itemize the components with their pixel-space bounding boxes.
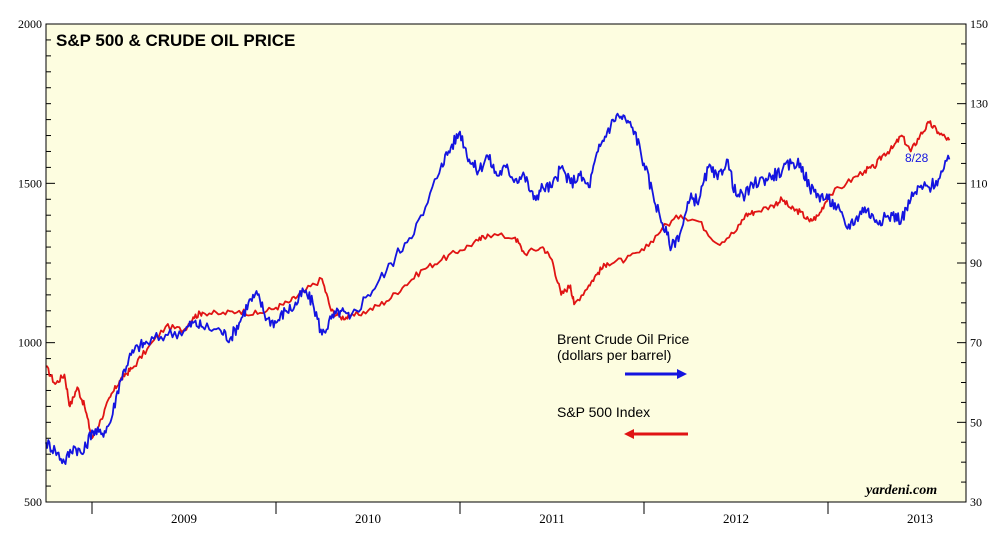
x-axis-year-label: 2011 <box>539 511 565 526</box>
brent-series-line <box>45 112 951 466</box>
credit-yardeni: yardeni.com <box>864 483 937 498</box>
left-axis-tick-label: 1500 <box>18 176 42 190</box>
annotation-8-28: 8/28 <box>905 151 929 165</box>
legend-brent-label: Brent Crude Oil Price <box>557 331 689 347</box>
axis-labels: 500 1000 1500 2000 30 50 70 90 110 130 150 2009 2010… <box>18 17 988 526</box>
x-axis-year-label: 2013 <box>907 511 933 526</box>
plot-frame <box>45 23 967 503</box>
right-axis-tick-label: 90 <box>970 256 982 270</box>
right-axis-tick-label: 30 <box>970 495 982 509</box>
axis-ticks <box>46 23 966 514</box>
left-axis-tick-label: 2000 <box>18 17 42 31</box>
x-axis-year-label: 2012 <box>723 511 749 526</box>
legend-sp500-arrow-icon <box>624 429 688 439</box>
x-axis-year-label: 2010 <box>355 511 381 526</box>
legend-brent-arrow-icon <box>625 369 687 379</box>
legend-sp500-label: S&P 500 Index <box>557 404 650 420</box>
chart-title: S&P 500 & CRUDE OIL PRICE <box>56 31 295 50</box>
plot-background <box>46 24 966 502</box>
left-axis-tick-label: 500 <box>24 495 42 509</box>
right-axis-tick-label: 50 <box>970 415 982 429</box>
right-axis-tick-label: 110 <box>970 176 988 190</box>
sp500-series-line <box>45 120 951 440</box>
x-axis-year-label: 2009 <box>171 511 197 526</box>
legend-brent-sublabel: (dollars per barrel) <box>557 347 671 363</box>
right-axis-tick-label: 150 <box>970 17 988 31</box>
right-axis-tick-label: 130 <box>970 97 988 111</box>
left-axis-tick-label: 1000 <box>18 336 42 350</box>
right-axis-tick-label: 70 <box>970 336 982 350</box>
series-layer <box>45 112 951 466</box>
